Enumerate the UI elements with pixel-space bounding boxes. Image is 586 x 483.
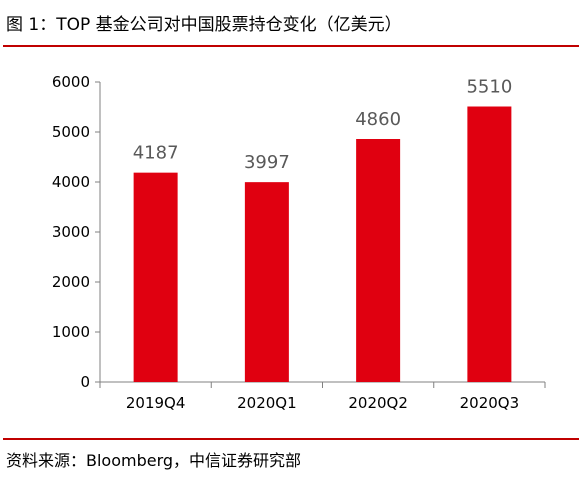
bars	[133, 106, 512, 382]
x-tick-label-2020Q3: 2020Q3	[460, 394, 520, 412]
figure-title: 图 1：TOP 基金公司对中国股票持仓变化（亿美元）	[6, 15, 402, 35]
y-tick-label: 0	[80, 373, 90, 391]
bar-2020Q2	[356, 139, 401, 382]
title-divider	[3, 45, 579, 47]
x-tick-label-2020Q2: 2020Q2	[348, 394, 408, 412]
value-label-2020Q2: 4860	[355, 109, 401, 130]
y-tick-label: 5000	[52, 123, 90, 141]
y-tick-label: 6000	[52, 73, 90, 91]
x-tick-label-2020Q1: 2020Q1	[237, 394, 297, 412]
bar-2020Q1	[244, 182, 289, 382]
x-tick-label-2019Q4: 2019Q4	[126, 394, 186, 412]
data-labels: 4187 3997 4860 5510	[133, 77, 513, 174]
bar-2019Q4	[133, 172, 178, 382]
source-note: 资料来源：Bloomberg，中信证券研究部	[6, 451, 302, 470]
bar-2020Q3	[467, 106, 512, 382]
value-label-2020Q3: 5510	[466, 77, 512, 98]
y-tick-label: 4000	[52, 173, 90, 191]
source-divider	[3, 438, 579, 440]
y-tick-label: 3000	[52, 223, 90, 241]
x-axis: 2019Q4 2020Q1 2020Q2 2020Q3	[99, 381, 546, 412]
y-axis: 0 1000 2000 3000 4000 5000 6000	[52, 73, 101, 391]
value-label-2019Q4: 4187	[133, 143, 179, 164]
y-tick-label: 1000	[52, 323, 90, 341]
value-label-2020Q1: 3997	[244, 152, 290, 173]
y-tick-label: 2000	[52, 273, 90, 291]
